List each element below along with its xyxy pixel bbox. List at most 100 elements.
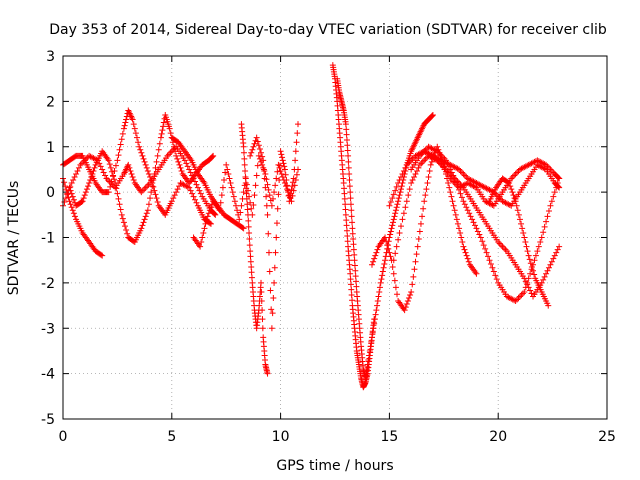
data-point (133, 134, 140, 141)
data-point (504, 179, 511, 186)
data-point (126, 164, 133, 171)
data-point (243, 185, 250, 192)
data-point (183, 160, 190, 167)
data-point (458, 194, 465, 201)
data-point (394, 201, 401, 208)
data-point (70, 196, 77, 203)
data-point (380, 264, 387, 271)
y-tick-label: 3 (46, 49, 55, 65)
data-point (245, 217, 252, 224)
data-point (275, 191, 282, 198)
data-point (68, 204, 75, 211)
data-point (376, 288, 383, 295)
data-point (228, 184, 235, 191)
data-point (261, 175, 268, 182)
data-point (349, 219, 356, 226)
data-point (265, 186, 272, 193)
data-point (476, 231, 483, 238)
data-point (219, 184, 226, 191)
data-point (342, 206, 349, 213)
series-s8 (247, 121, 302, 332)
data-point (159, 127, 166, 134)
data-point (386, 202, 393, 209)
data-point (415, 164, 422, 171)
data-point (493, 192, 500, 199)
data-point (174, 155, 181, 162)
data-point (344, 232, 351, 239)
data-point (141, 216, 148, 223)
data-point (256, 146, 263, 153)
data-point (460, 170, 467, 177)
data-point (124, 230, 131, 237)
data-point (210, 152, 217, 159)
data-point (264, 181, 271, 188)
data-point (520, 229, 527, 236)
data-point (114, 190, 121, 197)
data-point (413, 167, 420, 174)
data-point (127, 167, 134, 174)
data-point (166, 125, 173, 132)
data-point (526, 256, 533, 263)
data-point (382, 257, 389, 264)
data-point (375, 293, 382, 300)
data-point (407, 291, 414, 298)
data-point (410, 273, 417, 280)
data-point (532, 252, 539, 259)
data-point (545, 164, 552, 171)
data-point (487, 260, 494, 267)
data-point (419, 213, 426, 220)
series-s5 (168, 134, 247, 232)
data-point (462, 249, 469, 256)
data-point (463, 204, 470, 211)
data-point (231, 198, 238, 205)
data-point (448, 169, 455, 176)
data-point (206, 207, 213, 214)
data-point (98, 251, 105, 258)
data-point (509, 189, 516, 196)
data-point (540, 229, 547, 236)
data-point (173, 189, 180, 196)
data-point (73, 170, 80, 177)
data-point (240, 225, 247, 232)
data-point (178, 167, 185, 174)
data-point (399, 170, 406, 177)
data-point (75, 164, 82, 171)
data-point (393, 243, 400, 250)
data-point (423, 186, 430, 193)
data-point (496, 240, 503, 247)
data-point (156, 140, 163, 147)
data-point (253, 172, 260, 179)
data-point (123, 116, 130, 123)
data-point (396, 192, 403, 199)
data-point (263, 202, 270, 209)
data-point (259, 153, 266, 160)
data-point (247, 253, 254, 260)
data-point (534, 248, 541, 255)
data-point (461, 246, 468, 253)
data-point (465, 258, 472, 265)
data-point (369, 329, 376, 336)
data-point (175, 158, 182, 165)
data-point (277, 167, 284, 174)
data-point (392, 207, 399, 214)
data-point (117, 206, 124, 213)
data-point (544, 213, 551, 220)
data-point (241, 161, 248, 168)
data-point (111, 176, 118, 183)
data-point (108, 168, 115, 175)
data-point (350, 246, 357, 253)
data-point (211, 211, 218, 218)
data-point (496, 195, 503, 202)
data-point (254, 162, 261, 169)
data-point (342, 211, 349, 218)
data-point (268, 202, 275, 209)
data-point (247, 248, 254, 255)
data-point (184, 163, 191, 170)
data-point (415, 236, 422, 243)
data-point (258, 298, 265, 305)
x-tick-label: 0 (59, 429, 68, 445)
data-point (149, 183, 156, 190)
data-point (365, 357, 372, 364)
data-point (395, 195, 402, 202)
data-point (406, 186, 413, 193)
